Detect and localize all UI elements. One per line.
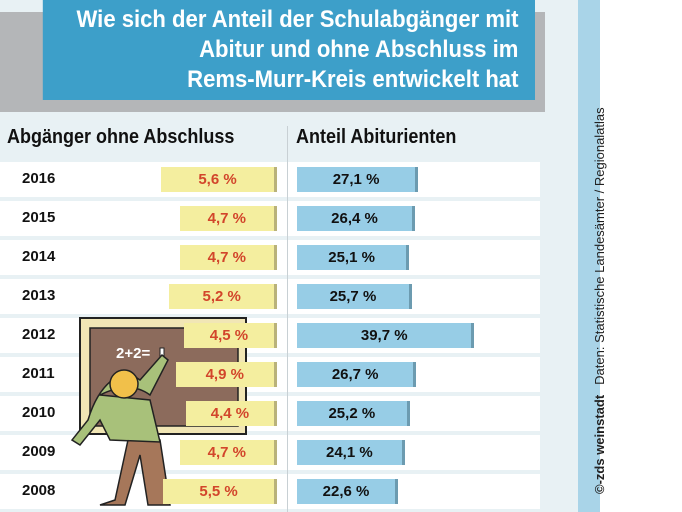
credit-strip xyxy=(578,0,600,512)
year-label: 2010 xyxy=(22,404,56,421)
bar-ohne-abschluss: 5,5 % xyxy=(163,479,277,504)
bar-ohne-abschluss: 4,4 % xyxy=(185,401,277,426)
legend-right-header: Anteil Abiturienten xyxy=(296,126,457,148)
bar-ohne-abschluss: 4,7 % xyxy=(179,206,277,231)
chalkboard-text: 2+2= xyxy=(116,345,150,362)
bar-ohne-abschluss: 5,2 % xyxy=(169,284,277,309)
year-label: 2014 xyxy=(22,248,56,265)
bar-abiturienten: 25,2 % xyxy=(297,401,410,426)
year-label: 2009 xyxy=(22,443,56,460)
bar-abiturienten: 25,7 % xyxy=(297,284,412,309)
bar-ohne-abschluss: 5,6 % xyxy=(161,167,277,192)
title-line-3: Rems-Murr-Kreis entwickelt hat xyxy=(187,66,519,93)
teacher-figure xyxy=(70,353,171,506)
year-label: 2015 xyxy=(22,209,56,226)
bar-abiturienten: 25,1 % xyxy=(297,245,410,270)
legend-left-header: Abgänger ohne Abschluss xyxy=(7,126,235,148)
year-label: 2016 xyxy=(22,170,56,187)
bar-abiturienten: 39,7 % xyxy=(297,323,475,348)
year-label: 2013 xyxy=(22,287,56,304)
year-label: 2008 xyxy=(22,482,56,499)
year-label: 2011 xyxy=(22,365,55,382)
bar-abiturienten: 26,7 % xyxy=(297,362,417,387)
year-label: 2012 xyxy=(22,326,56,343)
bar-ohne-abschluss: 4,7 % xyxy=(179,245,277,270)
bar-abiturienten: 26,4 % xyxy=(297,206,415,231)
title-line-1: Wie sich der Anteil der Schulabgänger mi… xyxy=(76,6,519,33)
column-divider xyxy=(287,126,288,512)
bar-ohne-abschluss: 4,7 % xyxy=(179,440,277,465)
title-line-2: Abitur und ohne Abschluss im xyxy=(199,36,519,63)
bar-ohne-abschluss: 4,5 % xyxy=(183,323,277,348)
bar-abiturienten: 27,1 % xyxy=(297,167,419,192)
bar-ohne-abschluss: 4,9 % xyxy=(175,362,277,387)
bar-abiturienten: 24,1 % xyxy=(297,440,405,465)
bar-abiturienten: 22,6 % xyxy=(297,479,399,504)
chart-title: Wie sich der Anteil der Schulabgänger mi… xyxy=(42,0,535,100)
